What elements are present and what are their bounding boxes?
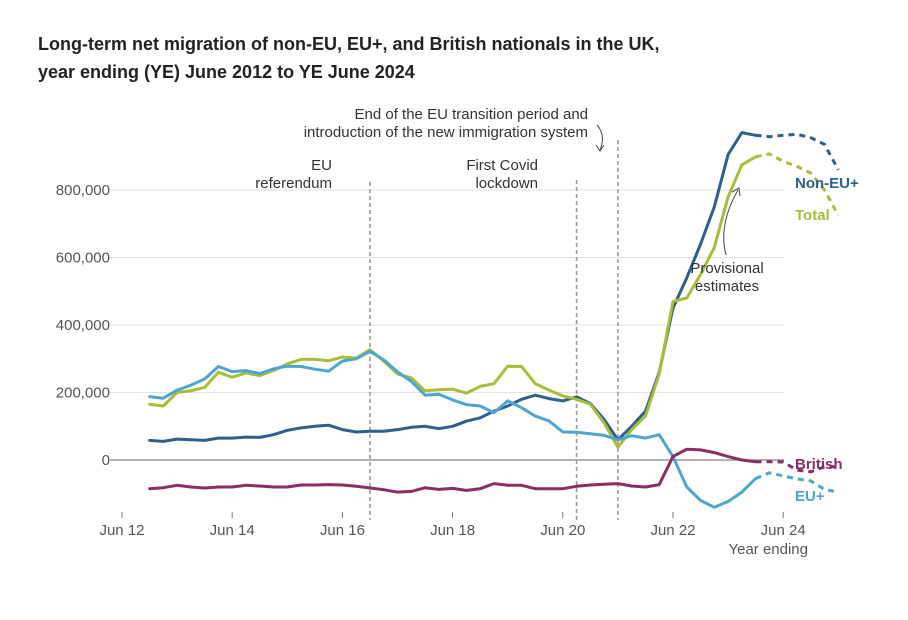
series-line-non-eu — [148, 131, 758, 443]
series-line-british-provisional — [755, 460, 839, 474]
provisional-estimates-label: estimates — [695, 278, 759, 295]
event-label-eu-referendum: referendum — [255, 175, 332, 192]
series-label-non-eu: Non-EU+ — [795, 175, 859, 192]
series-line-eu-provisional — [755, 471, 839, 494]
x-tick-label: Jun 20 — [540, 522, 585, 539]
annotation-arrowhead — [595, 144, 605, 152]
x-tick-label: Jun 12 — [99, 522, 144, 539]
series-label-british: British — [795, 456, 843, 473]
provisional-estimates-label: Provisional — [690, 260, 763, 277]
chart-title-line-2: year ending (YE) June 2012 to YE June 20… — [38, 62, 415, 82]
series-lines — [148, 131, 840, 509]
y-tick-label: 800,000 — [56, 182, 110, 199]
chart-title-line-1: Long-term net migration of non-EU, EU+, … — [38, 34, 660, 54]
y-tick-label: 400,000 — [56, 317, 110, 334]
y-tick-label: 0 — [102, 452, 110, 469]
gridlines: 0 200,000 400,000 600,000 800,000 Jun 12 Jun 1… — [56, 182, 808, 558]
provisional-arrowhead — [731, 187, 741, 197]
x-tick-label: Jun 14 — [210, 522, 255, 539]
series-line-british — [148, 447, 758, 494]
event-label-covid-lockdown: First Covid — [466, 157, 538, 174]
y-tick-label: 600,000 — [56, 250, 110, 267]
event-label-eu-transition: End of the EU transition period and — [355, 106, 588, 123]
y-tick-label: 200,000 — [56, 385, 110, 402]
chart-title: Long-term net migration of non-EU, EU+, … — [38, 30, 878, 86]
series-line-total — [148, 155, 758, 449]
x-tick-label: Jun 24 — [761, 522, 806, 539]
event-lines — [369, 140, 619, 520]
annotation-arrow — [596, 124, 603, 151]
event-label-eu-transition: introduction of the new immigration syst… — [304, 124, 588, 141]
x-tick-label: Jun 22 — [650, 522, 695, 539]
event-label-covid-lockdown: lockdown — [475, 175, 538, 192]
series-line-eu — [148, 349, 758, 509]
x-tick-label: Jun 18 — [430, 522, 475, 539]
series-line-non-eu-provisional — [755, 132, 840, 171]
event-label-eu-referendum: EU — [311, 157, 332, 174]
series-label-eu: EU+ — [795, 488, 825, 505]
x-axis-label: Year ending — [728, 541, 808, 558]
provisional-arrow — [723, 189, 739, 256]
series-line-total-provisional — [755, 152, 840, 217]
x-tick-label: Jun 16 — [320, 522, 365, 539]
series-label-total: Total — [795, 207, 830, 224]
